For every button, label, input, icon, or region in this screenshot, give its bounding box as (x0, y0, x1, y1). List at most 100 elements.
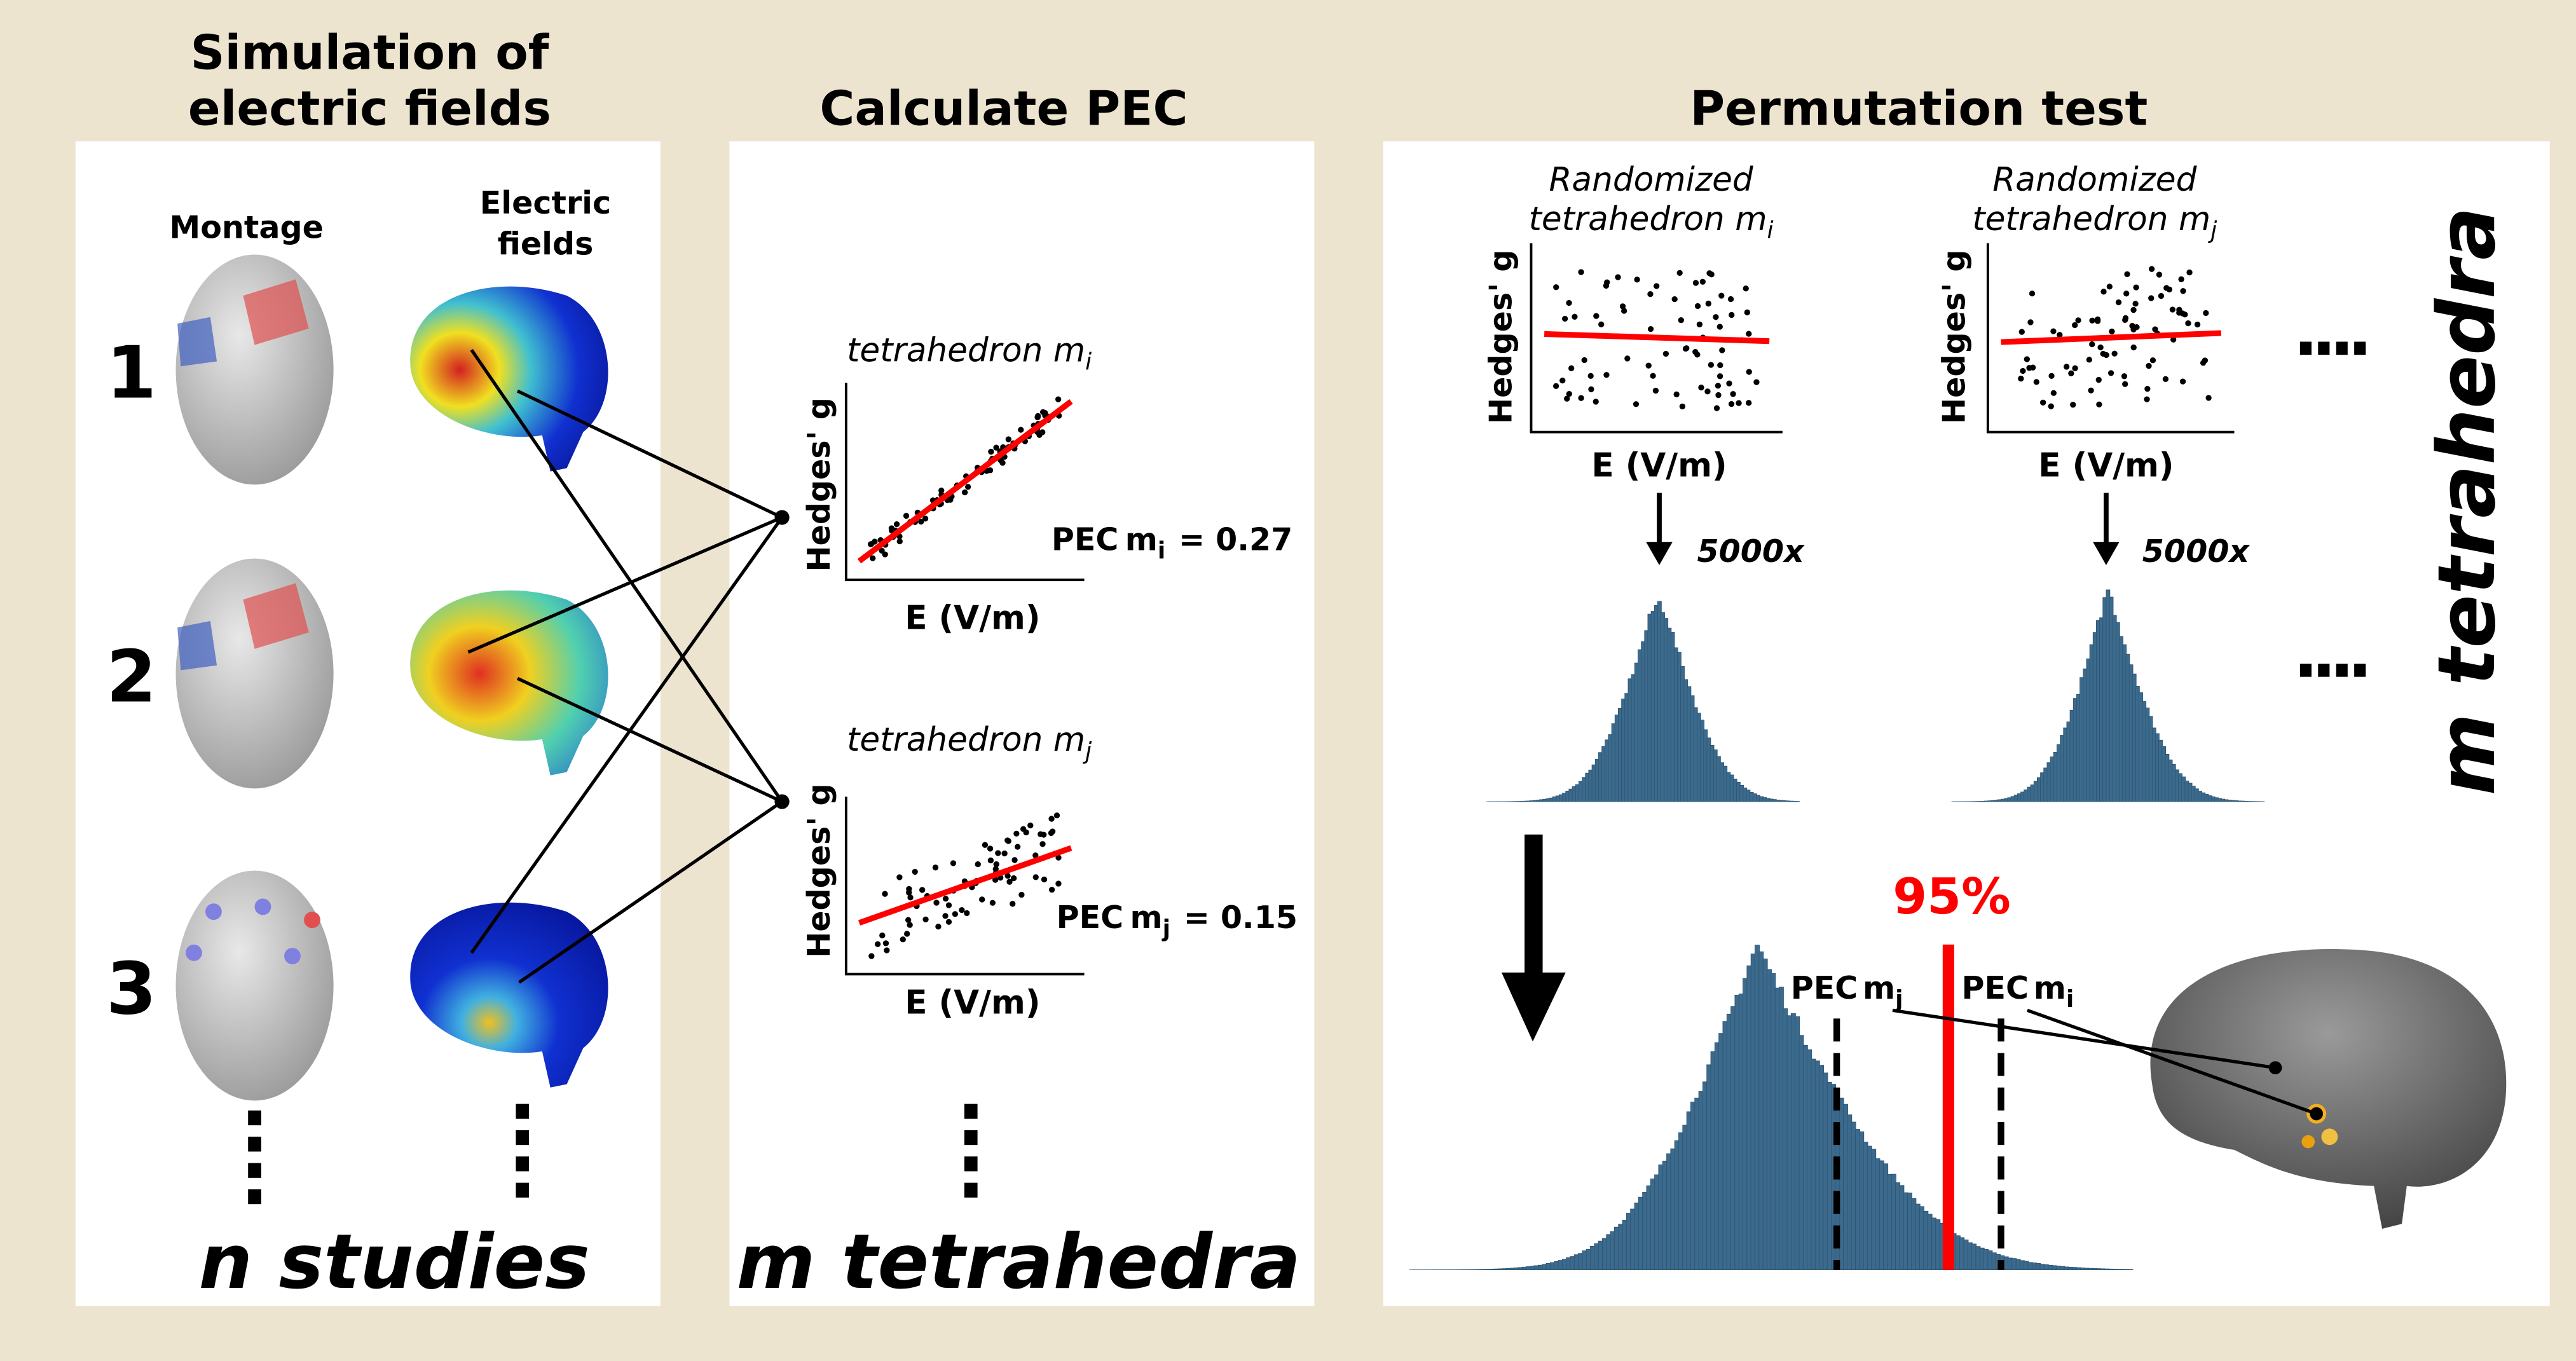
scatter-dot (2033, 379, 2039, 385)
scatter-dot (2121, 373, 2128, 380)
scatter-dot (1038, 831, 1044, 837)
scatter-dot (922, 516, 929, 522)
dot (964, 1182, 978, 1198)
brain-render (2150, 949, 2507, 1229)
dot (964, 1156, 978, 1172)
scatter-dot (1692, 280, 1699, 286)
electrode (254, 898, 271, 915)
text: m (1863, 969, 1895, 1006)
scatter-dot (1736, 400, 1742, 406)
scatter-dot (1633, 401, 1640, 407)
y-label: Hedges' g (1936, 250, 1973, 424)
scatter-dot (884, 947, 890, 954)
row-number: 3 (106, 946, 156, 1030)
scatter-dot (1020, 826, 1027, 832)
text: i (1085, 348, 1092, 375)
y-label: Hedges' g (1482, 250, 1519, 424)
scatter-dot (896, 874, 903, 880)
scatter-dot (2096, 401, 2102, 407)
axes (1986, 243, 2235, 434)
scatter-dot (2170, 336, 2177, 343)
scatter-dot (1682, 345, 1689, 352)
scatter-dot (1593, 313, 1600, 319)
scatter-dot (2048, 403, 2054, 409)
scatter-dot (1728, 400, 1735, 407)
scatter-dot (1746, 369, 1752, 375)
scatter-dot (870, 555, 876, 561)
scatter-dot (1010, 901, 1016, 907)
electrode (243, 279, 309, 345)
scatter-dot (1572, 313, 1578, 320)
scatter-dot (874, 941, 881, 947)
scatter-dot (1706, 270, 1713, 277)
scatter-dot (950, 860, 957, 866)
scatter-dot (1578, 395, 1584, 401)
scatter-dot (2039, 399, 2046, 406)
row-number: 1 (106, 330, 156, 414)
scatter-dot (995, 850, 1001, 856)
scatter-dot (935, 923, 942, 930)
electrode (243, 583, 309, 649)
scatter-dot (2124, 271, 2130, 277)
connections (1892, 1008, 2317, 1116)
dot (516, 1156, 530, 1172)
brain (410, 590, 608, 776)
scatter-dot (2026, 365, 2032, 371)
scatter-dot (1743, 285, 1749, 292)
scatter-dot (1715, 392, 1722, 399)
scatter-dot (2179, 378, 2186, 385)
scatter-dot (2094, 318, 2101, 324)
scatter-dot (1679, 403, 1686, 409)
scatter-dot (882, 891, 888, 897)
hist-bar (1795, 801, 1800, 802)
scatter-dot (1727, 296, 1734, 303)
hub (774, 510, 790, 525)
scatter-dot (896, 538, 903, 545)
scatter-dot (1676, 270, 1683, 277)
scatter-dot (1013, 830, 1020, 837)
iterations: 5000x (1697, 533, 1805, 570)
side-label: m tetrahedra (2422, 207, 2513, 795)
scatter-dot (1587, 373, 1594, 380)
plot-title: Randomized (1549, 161, 1754, 199)
plot-title: tetrahedron mj (1972, 200, 2217, 244)
scatter-dot (922, 916, 929, 923)
scatter-dot (2178, 276, 2184, 282)
scatter-dot (1647, 291, 1654, 298)
scatter-dot (1018, 891, 1025, 898)
scatter-dot (2020, 367, 2026, 374)
marker-label: PEC mj (1791, 969, 1903, 1013)
scatter-dot (879, 932, 886, 939)
scatter-dot (2103, 352, 2109, 359)
scatter-dot (2072, 322, 2078, 329)
text: PEC (1052, 521, 1119, 558)
scatter-dot (1566, 390, 1572, 397)
dot (516, 1104, 530, 1119)
fit-line (2001, 330, 2221, 345)
scatter-dot (1018, 427, 1024, 433)
scatter-dot (952, 911, 959, 917)
scatter-dot (987, 857, 994, 864)
dot (964, 1130, 978, 1146)
head (175, 558, 334, 789)
scatter-dot (919, 887, 926, 893)
scatter-dot (1048, 816, 1055, 822)
scatter-dot (2072, 365, 2078, 371)
scatter-dot (993, 861, 999, 868)
scatter-dot (1559, 377, 1566, 384)
scatter-dot (1055, 854, 1062, 861)
scatter-dot (993, 444, 999, 451)
scatter-dot (942, 913, 949, 919)
scatter-dot (1634, 277, 1640, 283)
scatter-dot (979, 896, 985, 903)
iterations: 5000x (2142, 533, 2251, 570)
scatter-dot (1561, 315, 1568, 322)
scatter-dot (1746, 331, 1752, 337)
scatter-dot (1598, 321, 1605, 327)
scatter-dot (1055, 396, 1062, 402)
scatter-dot (1705, 300, 1711, 307)
hist-bar (2128, 1269, 2134, 1270)
axes (1530, 243, 1783, 434)
dot (964, 1104, 978, 1119)
scatter-dot (1588, 386, 1594, 393)
